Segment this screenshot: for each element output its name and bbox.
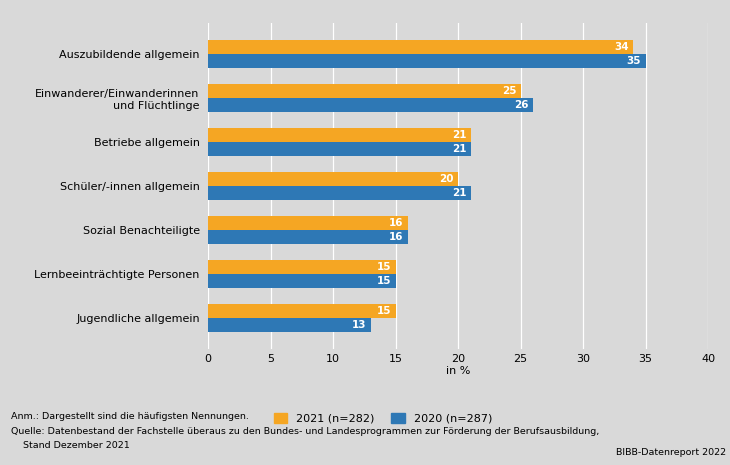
Bar [208,128,471,142]
Text: Anm.: Dargestellt sind die häufigsten Nennungen.: Anm.: Dargestellt sind die häufigsten Ne… [11,412,249,420]
Text: 15: 15 [377,262,391,272]
Text: 13: 13 [352,320,366,330]
Text: 20: 20 [439,174,454,184]
Bar [208,98,533,112]
Text: 21: 21 [452,130,466,140]
Text: BIBB-Datenreport 2022: BIBB-Datenreport 2022 [616,448,726,457]
Legend: 2021 (n=282), 2020 (n=287): 2021 (n=282), 2020 (n=287) [274,413,492,424]
Bar [208,274,396,288]
Bar [208,84,520,98]
Bar [208,54,645,68]
Text: 26: 26 [514,100,529,110]
Bar [208,318,371,332]
Text: 34: 34 [614,42,629,52]
Text: 15: 15 [377,306,391,316]
Text: 15: 15 [377,276,391,286]
Text: Quelle: Datenbestand der Fachstelle überaus zu den Bundes- und Landesprogrammen : Quelle: Datenbestand der Fachstelle über… [11,427,599,436]
Bar [208,216,408,230]
Text: 25: 25 [502,86,516,96]
Text: 21: 21 [452,144,466,154]
Text: 16: 16 [389,218,404,228]
Text: 35: 35 [627,56,641,66]
Text: 21: 21 [452,188,466,198]
Bar [208,186,471,200]
X-axis label: in %: in % [446,366,470,376]
Bar [208,304,396,318]
Bar [208,172,458,186]
Bar [208,142,471,156]
Text: 16: 16 [389,232,404,242]
Bar [208,260,396,274]
Bar [208,40,633,54]
Bar [208,230,408,244]
Text: Stand Dezember 2021: Stand Dezember 2021 [11,441,130,450]
